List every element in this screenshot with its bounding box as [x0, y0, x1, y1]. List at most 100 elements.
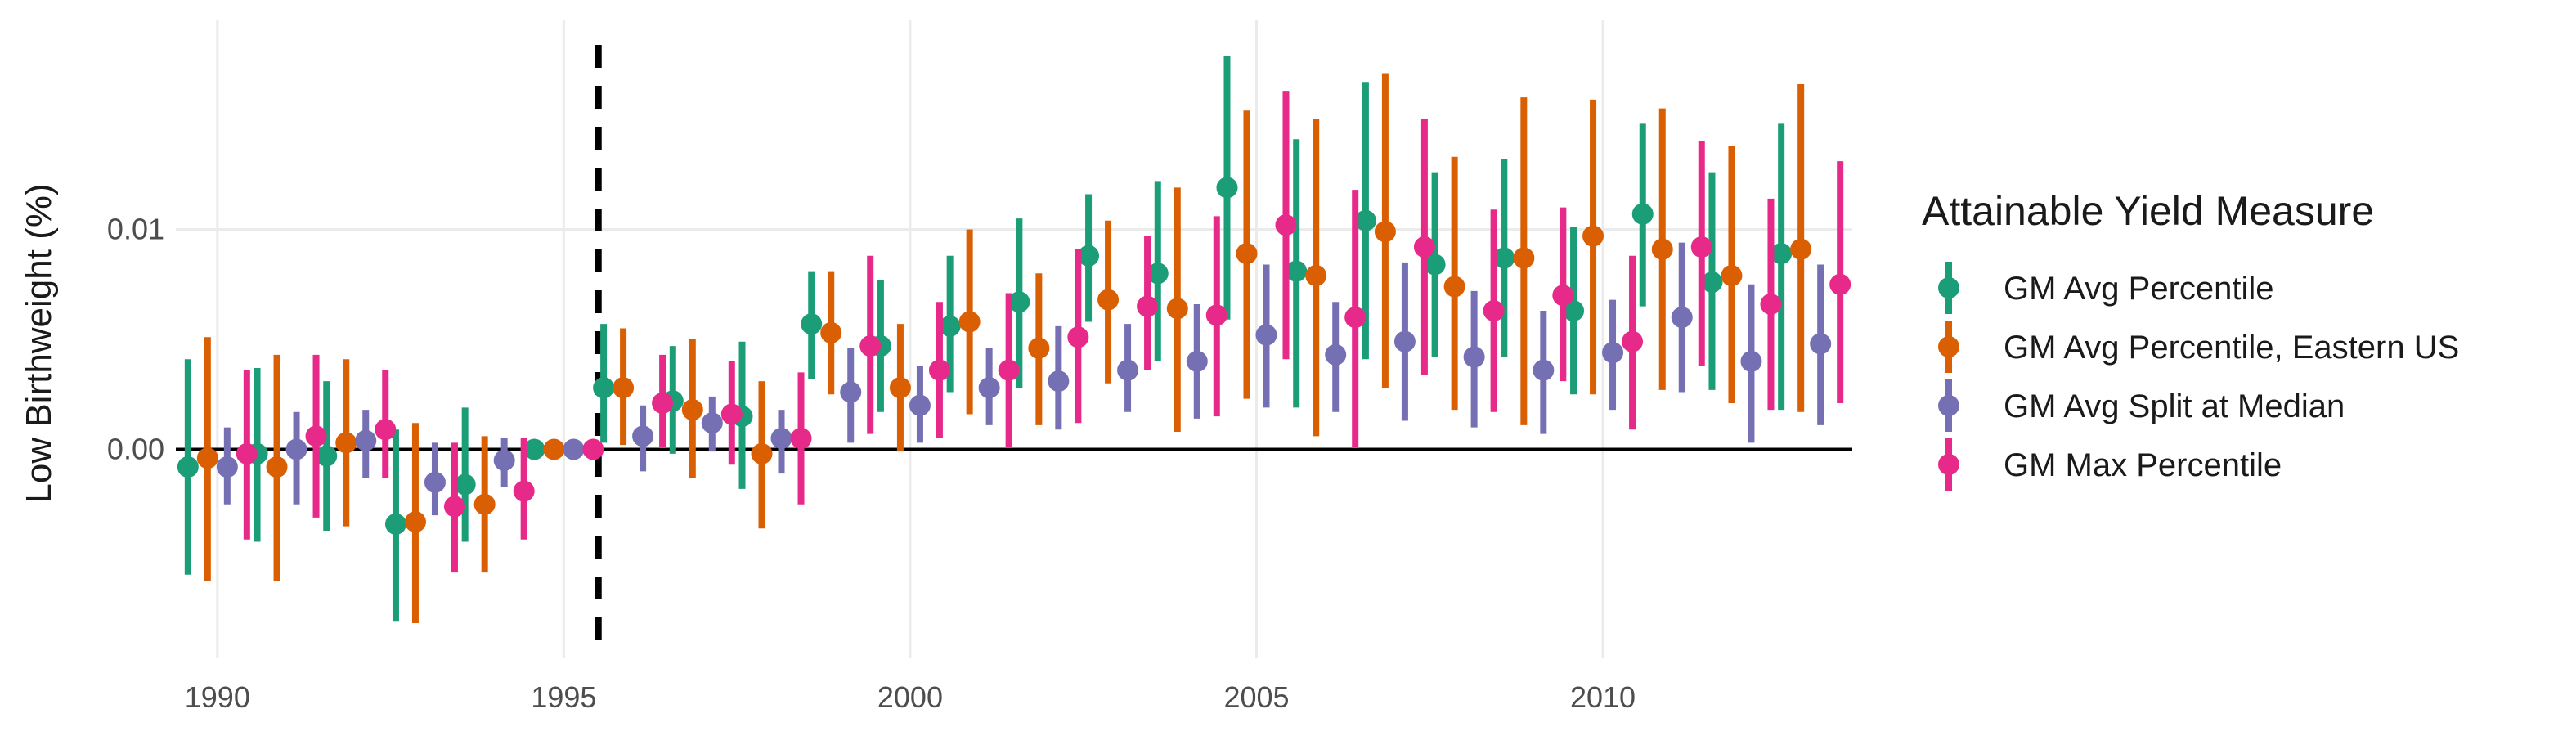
data-point — [1493, 247, 1515, 269]
data-point — [1008, 291, 1030, 313]
legend-label: GM Max Percentile — [2004, 447, 2282, 483]
data-point — [493, 449, 515, 471]
data-point — [790, 428, 812, 450]
data-marks — [177, 56, 1851, 623]
data-point — [1602, 342, 1624, 364]
data-point — [1690, 236, 1712, 258]
data-point — [1137, 295, 1159, 317]
data-point — [216, 456, 238, 478]
data-point — [889, 377, 911, 399]
data-point — [1205, 304, 1227, 326]
series-group — [236, 91, 1851, 573]
data-point — [1413, 236, 1435, 258]
data-point — [1582, 225, 1604, 247]
data-point — [1740, 350, 1762, 372]
legend: Attainable Yield Measure GM Avg Percenti… — [1922, 188, 2459, 491]
legend-label: GM Avg Percentile, Eastern US — [2004, 330, 2459, 366]
data-point — [1721, 265, 1743, 286]
data-point — [335, 432, 357, 454]
data-point — [613, 377, 635, 399]
x-tick-label: 2010 — [1570, 680, 1636, 714]
reference-lines — [176, 45, 1852, 658]
data-point — [1354, 209, 1376, 231]
data-point — [1631, 203, 1654, 225]
data-point — [1790, 238, 1812, 260]
data-point — [978, 377, 1000, 399]
data-point — [543, 438, 565, 460]
data-point — [1255, 324, 1277, 346]
data-point — [939, 315, 961, 337]
data-point — [1186, 350, 1208, 372]
data-point — [1048, 370, 1070, 393]
legend-item: GM Max Percentile — [1938, 438, 2282, 491]
data-point — [1622, 330, 1644, 352]
data-point — [316, 445, 338, 467]
series-group — [196, 73, 1812, 623]
data-point — [820, 321, 842, 343]
data-point — [859, 335, 882, 357]
data-point — [1552, 285, 1574, 307]
data-point — [701, 412, 723, 434]
x-tick-label: 2000 — [877, 680, 943, 714]
x-tick-label: 1995 — [531, 680, 596, 714]
data-point — [840, 381, 862, 403]
legend-key-point — [1938, 277, 1959, 298]
data-point — [1770, 243, 1793, 265]
data-point — [1325, 343, 1347, 366]
data-point — [454, 473, 476, 496]
data-point — [593, 377, 615, 399]
legend-key-point — [1938, 336, 1959, 357]
data-point — [355, 429, 377, 451]
x-tick-label: 1990 — [185, 680, 250, 714]
y-tick-label: 0.01 — [107, 213, 164, 246]
data-point — [1701, 272, 1723, 294]
data-point — [305, 425, 327, 447]
data-point — [909, 394, 931, 416]
data-point — [1513, 247, 1535, 269]
data-point — [285, 438, 307, 460]
data-point — [1166, 298, 1188, 320]
data-point — [1374, 221, 1396, 243]
axes: 1990 1995 2000 2005 2010 0.00 0.01 — [107, 213, 1636, 714]
data-point — [1810, 333, 1832, 355]
legend-title: Attainable Yield Measure — [1922, 188, 2374, 234]
data-point — [1117, 359, 1139, 381]
data-point — [1671, 307, 1693, 329]
data-point — [266, 456, 288, 478]
data-point — [513, 480, 535, 502]
data-point — [1286, 260, 1308, 282]
series-group — [216, 242, 1832, 516]
data-point — [582, 438, 604, 460]
legend-key-point — [1938, 454, 1959, 475]
data-point — [1236, 243, 1258, 265]
data-point — [1443, 276, 1465, 298]
data-point — [1563, 300, 1585, 322]
data-point — [1393, 330, 1416, 352]
data-point — [384, 513, 406, 535]
data-point — [681, 399, 703, 421]
data-point — [801, 313, 823, 335]
y-tick-label: 0.00 — [107, 432, 164, 465]
data-point — [1651, 238, 1673, 260]
data-point — [1829, 273, 1851, 295]
series-group — [177, 56, 1793, 622]
data-point — [1344, 307, 1367, 329]
legend-item: GM Avg Split at Median — [1938, 379, 2345, 432]
legend-item: GM Avg Percentile — [1938, 262, 2274, 314]
data-point — [1424, 254, 1446, 276]
data-point — [523, 438, 545, 460]
data-point — [1760, 293, 1782, 315]
data-point — [928, 359, 950, 381]
data-point — [177, 456, 199, 478]
legend-label: GM Avg Split at Median — [2004, 388, 2345, 424]
data-point — [1305, 265, 1327, 286]
data-point — [958, 311, 981, 333]
data-point — [1097, 289, 1120, 311]
data-point — [473, 493, 496, 515]
legend-items: GM Avg Percentile GM Avg Percentile, East… — [1938, 262, 2459, 491]
data-point — [1067, 326, 1089, 348]
data-point — [1147, 263, 1169, 285]
data-point — [770, 428, 792, 450]
legend-key-point — [1938, 395, 1959, 416]
